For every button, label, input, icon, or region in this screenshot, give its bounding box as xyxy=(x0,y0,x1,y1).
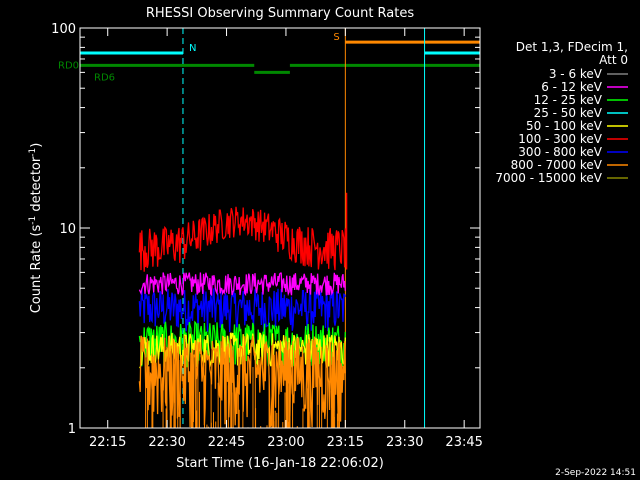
legend-label: 100 - 300 keV xyxy=(518,132,602,146)
y-axis-label-sup1: -1 xyxy=(28,216,38,225)
data-series xyxy=(138,192,348,428)
x-axis-ticks: 22:15 22:30 22:45 23:00 23:15 23:30 23:45 xyxy=(89,28,483,450)
x-tick-label: 22:45 xyxy=(208,435,245,450)
series-line xyxy=(138,286,346,333)
legend-label: 800 - 7000 keV xyxy=(511,158,603,172)
y-tick-label: 1 xyxy=(68,422,76,437)
x-tick-label: 23:15 xyxy=(327,435,364,450)
y-axis-label-mid: detector xyxy=(29,156,44,216)
y-axis-label-base: Count Rate (s xyxy=(29,225,44,314)
x-tick-label: 22:30 xyxy=(148,435,185,450)
legend-label: 300 - 800 keV xyxy=(518,145,602,159)
y-axis-label: Count Rate (s-1 detector-1) xyxy=(28,143,44,314)
legend-label: 3 - 6 keV xyxy=(549,67,603,81)
x-tick-label: 23:00 xyxy=(267,435,304,450)
legend-label: 6 - 12 keV xyxy=(541,80,603,94)
flag-label: S xyxy=(333,32,339,43)
x-axis-label: Start Time (16-Jan-18 22:06:02) xyxy=(176,456,384,471)
flag-bars: N S RD0 RD6 xyxy=(58,32,480,83)
x-tick-label: 22:15 xyxy=(89,435,126,450)
chart-title: RHESSI Observing Summary Count Rates xyxy=(146,6,415,21)
y-axis-label-sup2: -1 xyxy=(28,148,38,157)
series-line xyxy=(138,206,346,272)
legend-label: 12 - 25 keV xyxy=(534,93,603,107)
legend-label: 7000 - 15000 keV xyxy=(495,171,602,185)
y-tick-label: 100 xyxy=(51,22,76,37)
flag-label: N xyxy=(189,43,196,54)
legend-header-2: Att 0 xyxy=(599,53,628,67)
legend-header-1: Det 1,3, FDecim 1, xyxy=(516,40,628,54)
legend-label: 25 - 50 keV xyxy=(534,106,603,120)
legend-label: 50 - 100 keV xyxy=(526,119,603,133)
y-axis-ticks: 1 10 100 xyxy=(51,22,480,437)
x-tick-label: 23:30 xyxy=(386,435,423,450)
flag-label: RD6 xyxy=(94,72,115,83)
timestamp: 2-Sep-2022 14:51 xyxy=(555,468,636,478)
y-tick-label: 10 xyxy=(59,222,76,237)
series-line xyxy=(138,272,346,297)
x-tick-label: 23:45 xyxy=(445,435,482,450)
y-axis-label-end: ) xyxy=(29,143,44,148)
flag-label: RD0 xyxy=(58,60,79,71)
